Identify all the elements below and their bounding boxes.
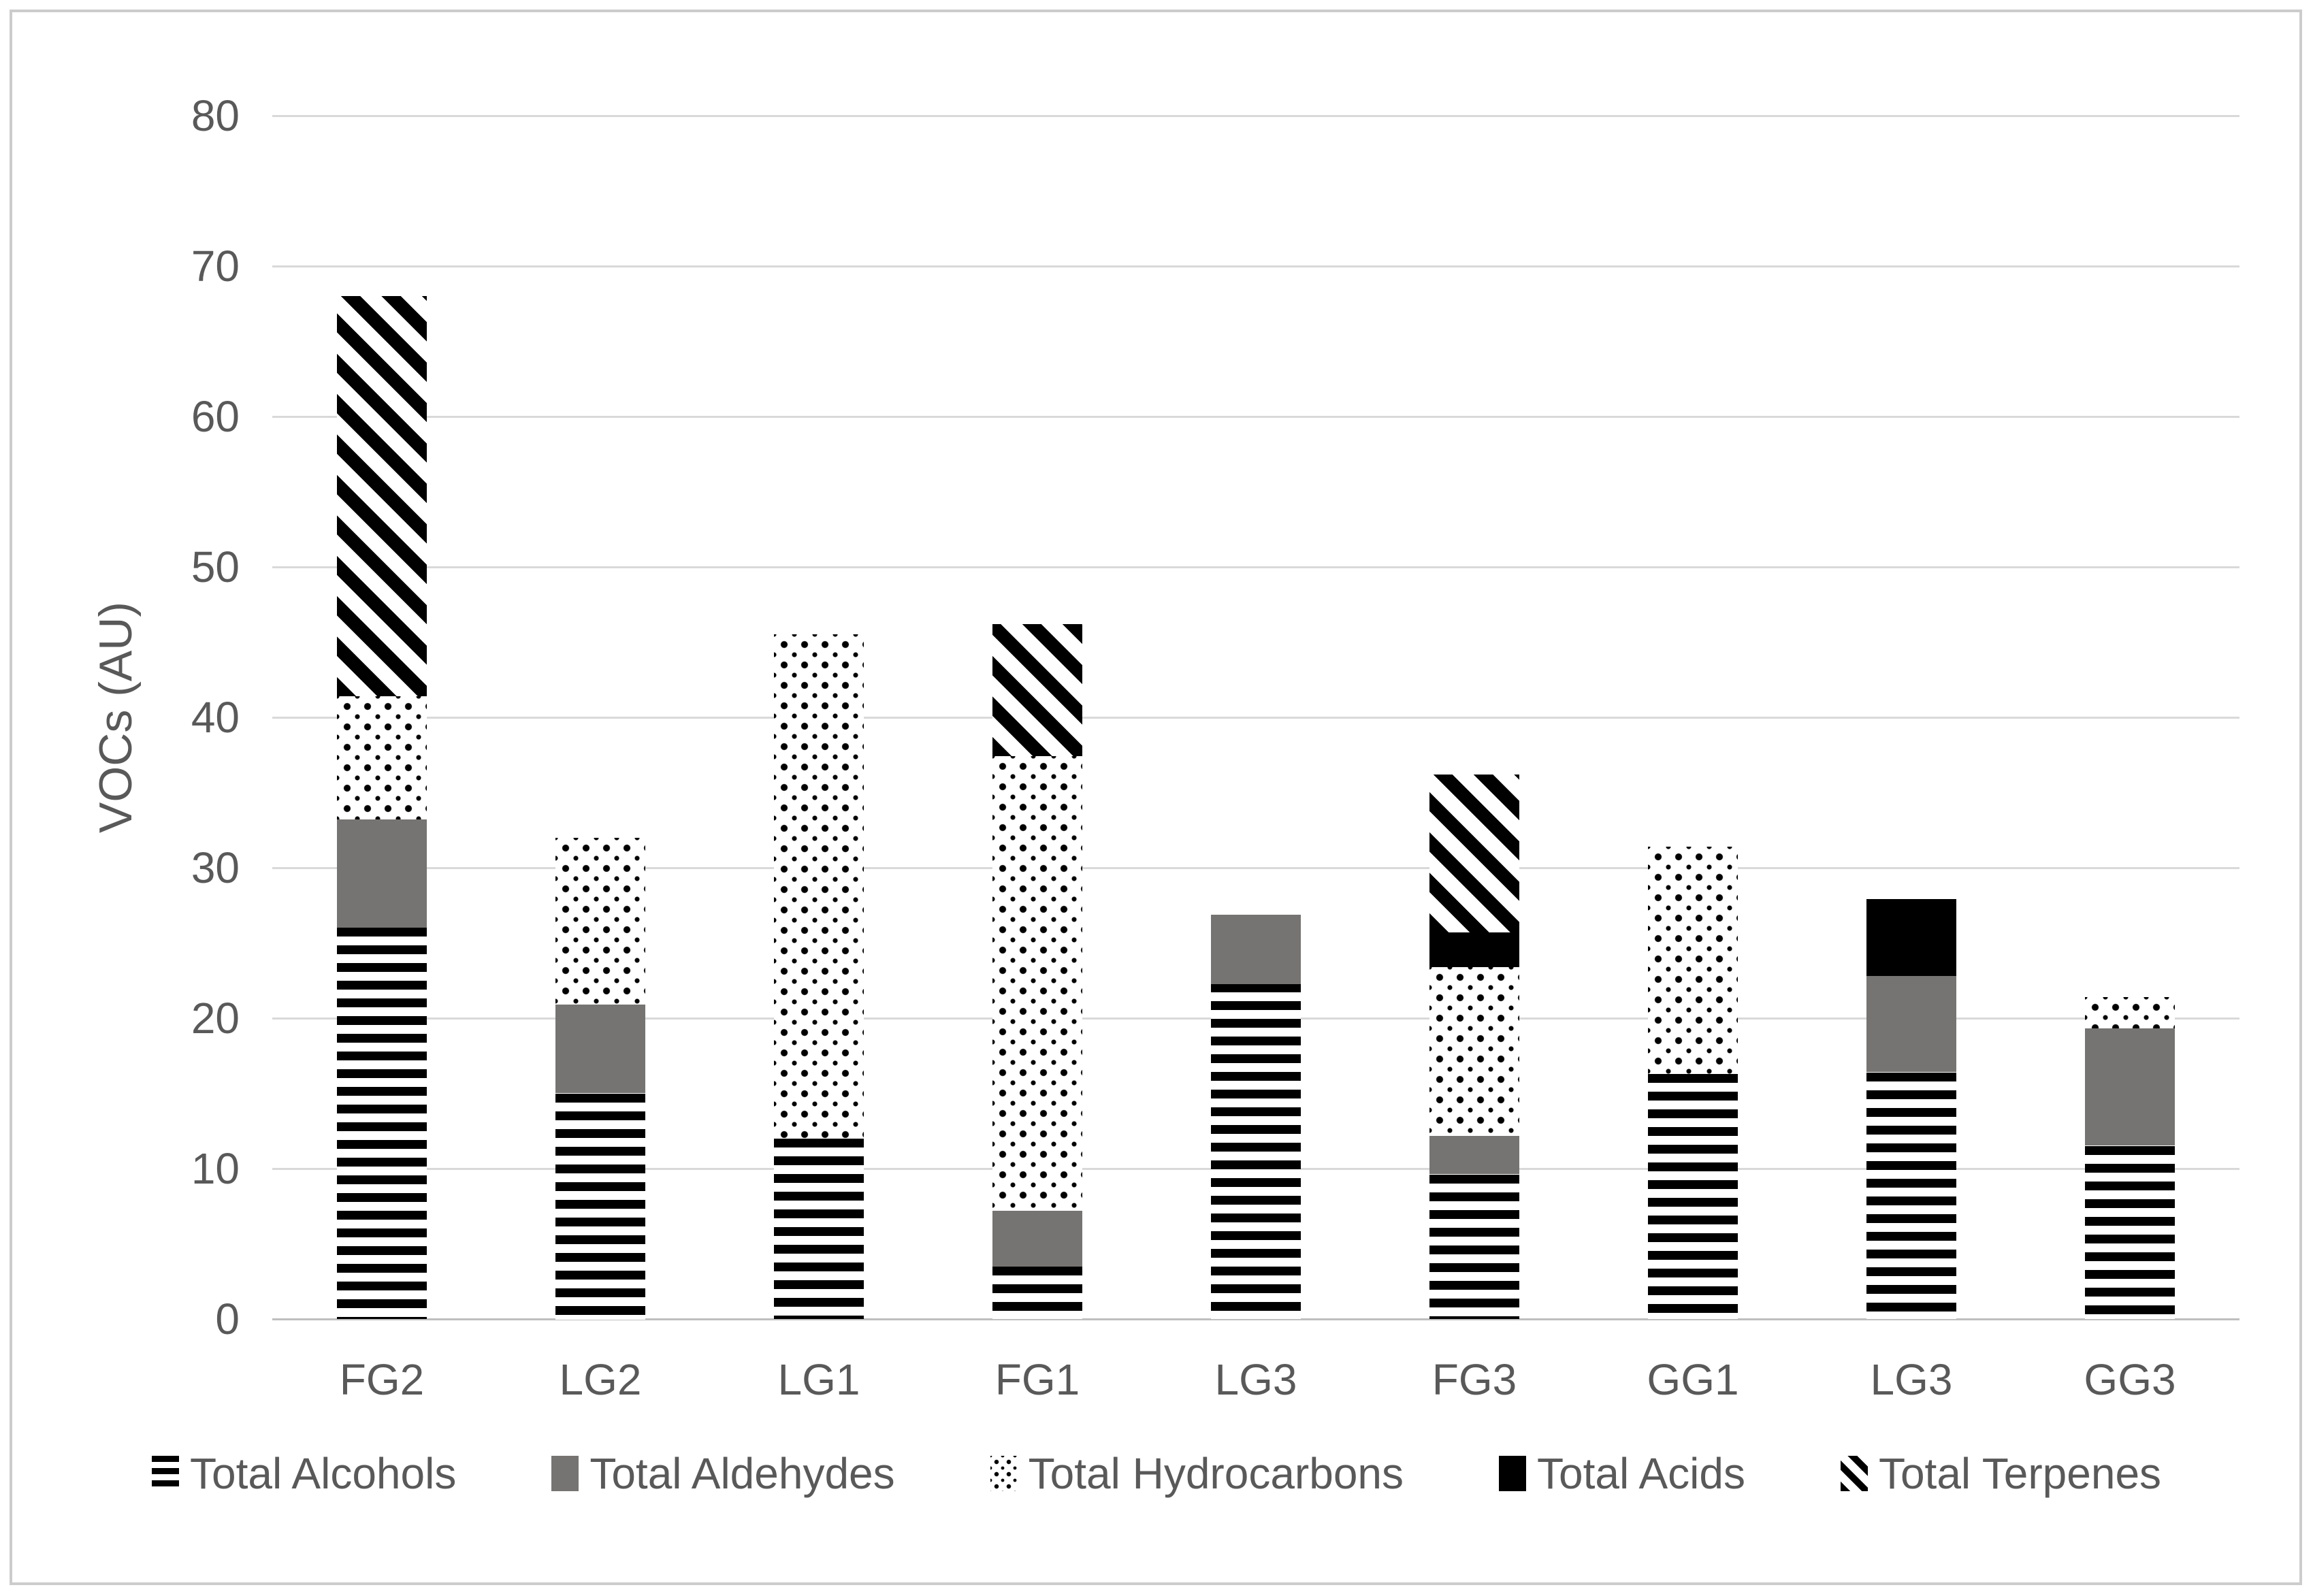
bar-segment-total-aldehydes bbox=[1429, 1135, 1519, 1174]
solid-black-swatch-icon bbox=[1499, 1456, 1526, 1491]
y-tick-label: 60 bbox=[191, 392, 240, 441]
x-category-label: FG2 bbox=[339, 1355, 425, 1404]
bar-segment-total-aldehydes bbox=[1866, 976, 1956, 1072]
gridline bbox=[272, 265, 2239, 267]
x-category-label: LG2 bbox=[559, 1355, 642, 1404]
y-tick-label: 40 bbox=[191, 693, 240, 742]
bar-segment-total-hydrocarbons bbox=[555, 838, 645, 1005]
legend-label: Total Terpenes bbox=[1878, 1449, 2162, 1498]
x-category-label: GG3 bbox=[2084, 1355, 2176, 1404]
legend-item-total-terpenes: Total Terpenes bbox=[1840, 1448, 2162, 1499]
bar-segment-total-aldehydes bbox=[992, 1211, 1082, 1267]
bar-segment-total-alcohols bbox=[1866, 1073, 1956, 1319]
x-category-label: FG1 bbox=[994, 1355, 1080, 1404]
x-category-label: FG3 bbox=[1432, 1355, 1517, 1404]
bar-segment-total-alcohols bbox=[1211, 983, 1301, 1319]
y-tick-label: 20 bbox=[191, 994, 240, 1043]
bar-segment-total-hydrocarbons bbox=[337, 696, 427, 819]
dots-swatch-icon bbox=[990, 1456, 1018, 1491]
legend-label: Total Aldehydes bbox=[589, 1449, 895, 1498]
x-axis-line bbox=[272, 1318, 2239, 1320]
legend-label: Total Hydrocarbons bbox=[1028, 1449, 1404, 1498]
bar-segment-total-hydrocarbons bbox=[1429, 967, 1519, 1136]
legend-label: Total Alcohols bbox=[189, 1449, 457, 1498]
gridline bbox=[272, 416, 2239, 418]
x-category-label: LG1 bbox=[777, 1355, 860, 1404]
bar-segment-total-aldehydes bbox=[1211, 915, 1301, 984]
legend-item-total-acids: Total Acids bbox=[1499, 1448, 1745, 1499]
bar-segment-total-hydrocarbons bbox=[992, 756, 1082, 1210]
y-tick-label: 0 bbox=[215, 1294, 240, 1343]
gridline bbox=[272, 115, 2239, 117]
bar-segment-total-alcohols bbox=[1648, 1074, 1738, 1319]
bar-segment-total-aldehydes bbox=[337, 819, 427, 928]
y-tick-label: 50 bbox=[191, 542, 240, 591]
bar-segment-total-aldehydes bbox=[2085, 1028, 2175, 1145]
y-axis-title: VOCs (AU) bbox=[90, 602, 142, 833]
gridline bbox=[272, 867, 2239, 869]
y-tick-label: 80 bbox=[191, 91, 240, 140]
bar-segment-total-alcohols bbox=[555, 1094, 645, 1320]
x-category-label: GG1 bbox=[1647, 1355, 1739, 1404]
bar-segment-total-alcohols bbox=[337, 928, 427, 1319]
bar-segment-total-aldehydes bbox=[555, 1005, 645, 1093]
x-category-label: LG3 bbox=[1870, 1355, 1953, 1404]
diagonal-stripes-swatch-icon bbox=[1840, 1456, 1868, 1491]
bar-segment-total-alcohols bbox=[774, 1139, 864, 1319]
legend-item-total-hydrocarbons: Total Hydrocarbons bbox=[990, 1448, 1404, 1499]
bar-segment-total-alcohols bbox=[992, 1267, 1082, 1319]
bar-segment-total-hydrocarbons bbox=[774, 634, 864, 1138]
gridline bbox=[272, 566, 2239, 568]
legend-label: Total Acids bbox=[1537, 1449, 1745, 1498]
bar-segment-total-terpenes bbox=[337, 296, 427, 696]
y-tick-label: 10 bbox=[191, 1144, 240, 1193]
legend: Total Alcohols Total Aldehydes Total Hydro… bbox=[0, 1448, 2313, 1499]
bar-segment-total-alcohols bbox=[1429, 1175, 1519, 1319]
bar-segment-total-alcohols bbox=[2085, 1146, 2175, 1319]
solid-gray-swatch-icon bbox=[551, 1456, 579, 1491]
bar-segment-total-hydrocarbons bbox=[2085, 997, 2175, 1028]
y-tick-label: 70 bbox=[191, 242, 240, 291]
bar-segment-total-terpenes bbox=[992, 624, 1082, 756]
x-category-label: LG3 bbox=[1214, 1355, 1297, 1404]
horizontal-stripes-swatch-icon bbox=[151, 1456, 179, 1491]
legend-item-total-alcohols: Total Alcohols bbox=[151, 1448, 457, 1499]
y-tick-label: 30 bbox=[191, 843, 240, 892]
legend-item-total-aldehydes: Total Aldehydes bbox=[551, 1448, 895, 1499]
bar-segment-total-terpenes bbox=[1429, 775, 1519, 932]
bar-segment-total-hydrocarbons bbox=[1648, 847, 1738, 1074]
bar-segment-total-acids bbox=[1429, 932, 1519, 967]
gridline bbox=[272, 717, 2239, 719]
bar-segment-total-acids bbox=[1866, 899, 1956, 976]
